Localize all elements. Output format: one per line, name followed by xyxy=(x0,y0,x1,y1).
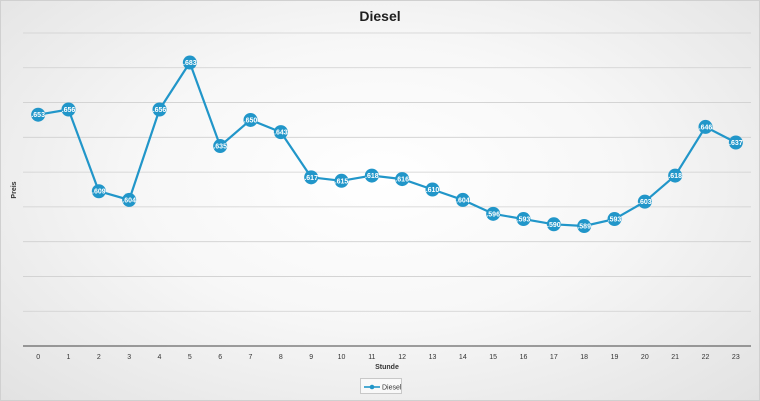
x-tick-label: 4 xyxy=(158,354,162,361)
x-tick-label: 7 xyxy=(249,354,253,361)
data-point xyxy=(91,184,106,199)
data-point xyxy=(395,172,410,187)
x-tick-labels: 0 1 2 3 4 5 6 7 8 9 10 11 12 13 14 15 16 17 18 19 20 21 22 23 xyxy=(36,354,740,361)
data-label: .643 xyxy=(274,130,288,137)
data-point xyxy=(668,168,683,183)
x-tick-label: 23 xyxy=(732,354,740,361)
data-label: .610 xyxy=(426,187,440,194)
chart-title: Diesel xyxy=(359,8,400,24)
data-point xyxy=(698,119,713,134)
data-label: .593 xyxy=(608,217,622,224)
x-tick-label: 10 xyxy=(338,354,346,361)
data-point xyxy=(425,182,440,197)
data-label: .653 xyxy=(31,112,45,119)
data-label: .618 xyxy=(365,173,379,180)
data-point xyxy=(607,212,622,227)
x-tick-label: 12 xyxy=(398,354,406,361)
data-label: .593 xyxy=(517,217,531,224)
data-point xyxy=(273,125,288,140)
x-tick-label: 21 xyxy=(671,354,679,361)
x-tick-label: 6 xyxy=(218,354,222,361)
x-tick-label: 8 xyxy=(279,354,283,361)
x-tick-label: 22 xyxy=(702,354,710,361)
data-label: .604 xyxy=(122,197,136,204)
data-point xyxy=(637,194,652,209)
x-tick-label: 0 xyxy=(36,354,40,361)
x-tick-label: 14 xyxy=(459,354,467,361)
x-tick-label: 17 xyxy=(550,354,558,361)
data-label: .635 xyxy=(213,144,227,151)
x-tick-label: 1 xyxy=(67,354,71,361)
x-tick-label: 3 xyxy=(127,354,131,361)
data-points: .653 .656 .609 .604 .656 .683 .635 .650 .643 .617… xyxy=(31,55,743,234)
x-tick-label: 16 xyxy=(520,354,528,361)
data-label: .590 xyxy=(547,222,561,229)
legend-graphic: Diesel xyxy=(364,384,402,392)
data-point xyxy=(243,112,258,127)
data-point xyxy=(728,135,743,150)
data-label: .637 xyxy=(729,140,743,147)
data-point xyxy=(577,219,592,234)
data-label: .596 xyxy=(486,211,500,218)
series-line-diesel xyxy=(38,61,737,228)
data-label: .656 xyxy=(153,107,167,114)
x-tick-label: 11 xyxy=(368,354,375,361)
x-tick-label: 2 xyxy=(97,354,101,361)
x-axis-title: Stunde xyxy=(375,364,399,371)
data-point xyxy=(364,168,379,183)
data-label: .617 xyxy=(304,175,318,182)
data-label: .604 xyxy=(456,197,470,204)
data-point xyxy=(546,217,561,232)
data-label: .603 xyxy=(638,199,652,206)
data-label: .683 xyxy=(183,60,197,67)
data-point xyxy=(486,206,501,221)
data-label: .618 xyxy=(668,173,682,180)
data-point xyxy=(213,139,228,154)
x-tick-label: 15 xyxy=(489,354,497,361)
data-point xyxy=(182,55,197,70)
data-point xyxy=(304,170,319,185)
data-point xyxy=(334,173,349,188)
data-point xyxy=(122,192,137,207)
data-label: .616 xyxy=(395,177,409,184)
data-label: .589 xyxy=(577,224,591,231)
gridlines xyxy=(23,32,751,312)
y-axis-title: Preis xyxy=(11,181,18,198)
data-label: .656 xyxy=(62,107,76,114)
x-tick-label: 18 xyxy=(580,354,588,361)
data-point xyxy=(61,102,76,117)
legend-label: Diesel xyxy=(382,385,402,392)
data-point xyxy=(31,107,46,122)
data-label: .609 xyxy=(92,189,106,196)
data-label: .646 xyxy=(699,124,713,131)
data-point xyxy=(516,212,531,227)
data-label: .650 xyxy=(244,117,258,124)
x-tick-label: 20 xyxy=(641,354,649,361)
data-point xyxy=(455,192,470,207)
x-tick-label: 13 xyxy=(429,354,437,361)
legend: Diesel xyxy=(360,378,402,394)
x-tick-label: 5 xyxy=(188,354,192,361)
data-point xyxy=(152,102,167,117)
data-label: .615 xyxy=(335,178,349,185)
x-tick-label: 9 xyxy=(309,354,313,361)
legend-dot-marker xyxy=(369,384,375,390)
x-tick-label: 19 xyxy=(611,354,619,361)
